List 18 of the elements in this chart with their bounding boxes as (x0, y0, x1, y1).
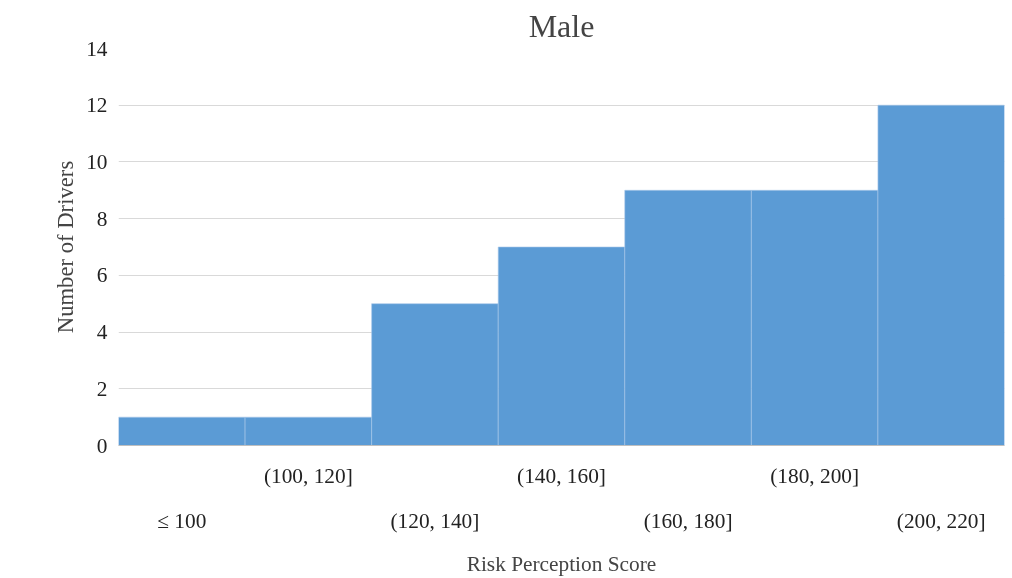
x-tick-label: (100, 120] (263, 463, 353, 488)
x-tick-label: (180, 200] (770, 463, 860, 488)
y-tick-label: 2 (96, 376, 108, 401)
y-axis-title: Number of Drivers (53, 160, 79, 334)
x-tick-label: (140, 160] (517, 463, 606, 488)
y-tick-label: 10 (86, 149, 108, 174)
x-tick-label: ≤ 100 (157, 508, 207, 533)
y-tick-label: 6 (96, 263, 108, 288)
chart-title: Male (528, 7, 595, 44)
x-tick-label: (160, 180] (643, 508, 733, 533)
x-tick-label: (200, 220] (896, 508, 986, 533)
y-tick-label: 14 (86, 36, 108, 61)
y-tick-label: 0 (96, 433, 108, 458)
x-tick-label: (120, 140] (390, 508, 480, 533)
y-tick-label: 8 (96, 206, 108, 231)
y-tick-label: 12 (86, 93, 108, 118)
y-tick-label: 4 (96, 320, 108, 345)
x-axis-title: Risk Perception Score (466, 551, 657, 576)
